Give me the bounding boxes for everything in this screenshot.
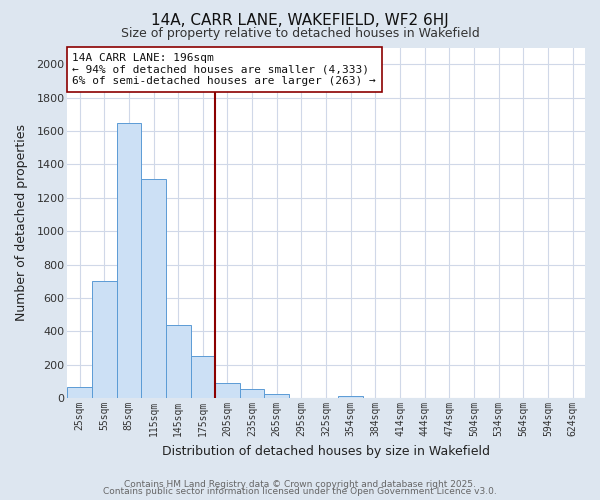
Bar <box>92 282 116 398</box>
Text: Size of property relative to detached houses in Wakefield: Size of property relative to detached ho… <box>121 28 479 40</box>
Bar <box>141 180 166 398</box>
Bar <box>265 394 289 398</box>
Text: Contains HM Land Registry data © Crown copyright and database right 2025.: Contains HM Land Registry data © Crown c… <box>124 480 476 489</box>
X-axis label: Distribution of detached houses by size in Wakefield: Distribution of detached houses by size … <box>162 444 490 458</box>
Bar <box>240 390 265 398</box>
Text: 14A CARR LANE: 196sqm
← 94% of detached houses are smaller (4,333)
6% of semi-de: 14A CARR LANE: 196sqm ← 94% of detached … <box>73 53 376 86</box>
Bar <box>215 383 240 398</box>
Bar <box>116 122 141 398</box>
Y-axis label: Number of detached properties: Number of detached properties <box>15 124 28 322</box>
Text: Contains public sector information licensed under the Open Government Licence v3: Contains public sector information licen… <box>103 488 497 496</box>
Bar <box>166 324 191 398</box>
Text: 14A, CARR LANE, WAKEFIELD, WF2 6HJ: 14A, CARR LANE, WAKEFIELD, WF2 6HJ <box>151 12 449 28</box>
Bar <box>67 388 92 398</box>
Bar <box>338 396 363 398</box>
Bar <box>191 356 215 398</box>
